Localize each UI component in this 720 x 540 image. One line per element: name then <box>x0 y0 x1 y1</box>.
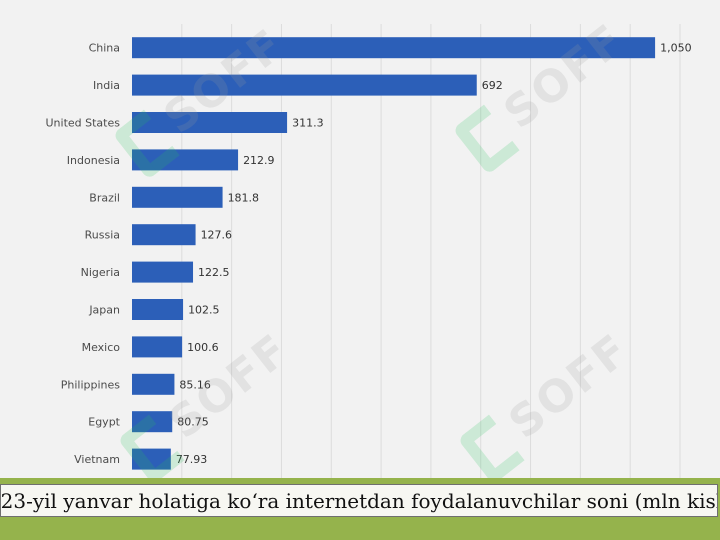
bar <box>132 411 173 433</box>
bar <box>132 149 239 171</box>
category-label: Nigeria <box>81 266 120 279</box>
category-label: Indonesia <box>67 154 120 167</box>
value-label: 1,050 <box>660 42 692 55</box>
category-label: Mexico <box>82 341 121 354</box>
value-label: 212.9 <box>243 154 275 167</box>
category-label: United States <box>46 117 121 130</box>
category-label: Egypt <box>88 416 120 429</box>
bar <box>132 373 175 395</box>
bar <box>132 224 196 246</box>
value-label: 100.6 <box>187 341 219 354</box>
bar <box>132 261 194 283</box>
category-label: Philippines <box>61 378 121 391</box>
value-label: 85.16 <box>179 378 211 391</box>
category-label: India <box>93 79 120 92</box>
bar <box>132 112 288 133</box>
value-label: 181.8 <box>228 191 260 204</box>
value-label: 692 <box>482 79 503 92</box>
category-label: Japan <box>88 304 120 317</box>
value-label: 127.6 <box>201 229 233 242</box>
category-label: Brazil <box>89 191 120 204</box>
value-label: 122.5 <box>198 266 230 279</box>
bar <box>132 37 656 59</box>
category-label: China <box>89 42 120 55</box>
value-label: 80.75 <box>177 416 209 429</box>
bar <box>132 299 184 320</box>
bar <box>132 74 477 96</box>
value-label: 102.5 <box>188 304 220 317</box>
bar <box>132 186 223 208</box>
category-label: Vietnam <box>74 453 120 466</box>
category-label: Russia <box>85 229 120 242</box>
bar <box>132 448 171 470</box>
value-label: 77.93 <box>176 453 208 466</box>
chart-caption: 2023-yil yanvar holatiga ko‘ra internetd… <box>0 484 718 517</box>
value-label: 311.3 <box>292 117 324 130</box>
bar <box>132 336 183 358</box>
bar-chart: China 1,050 India 692 United States 311.3 Indo… <box>46 24 692 478</box>
